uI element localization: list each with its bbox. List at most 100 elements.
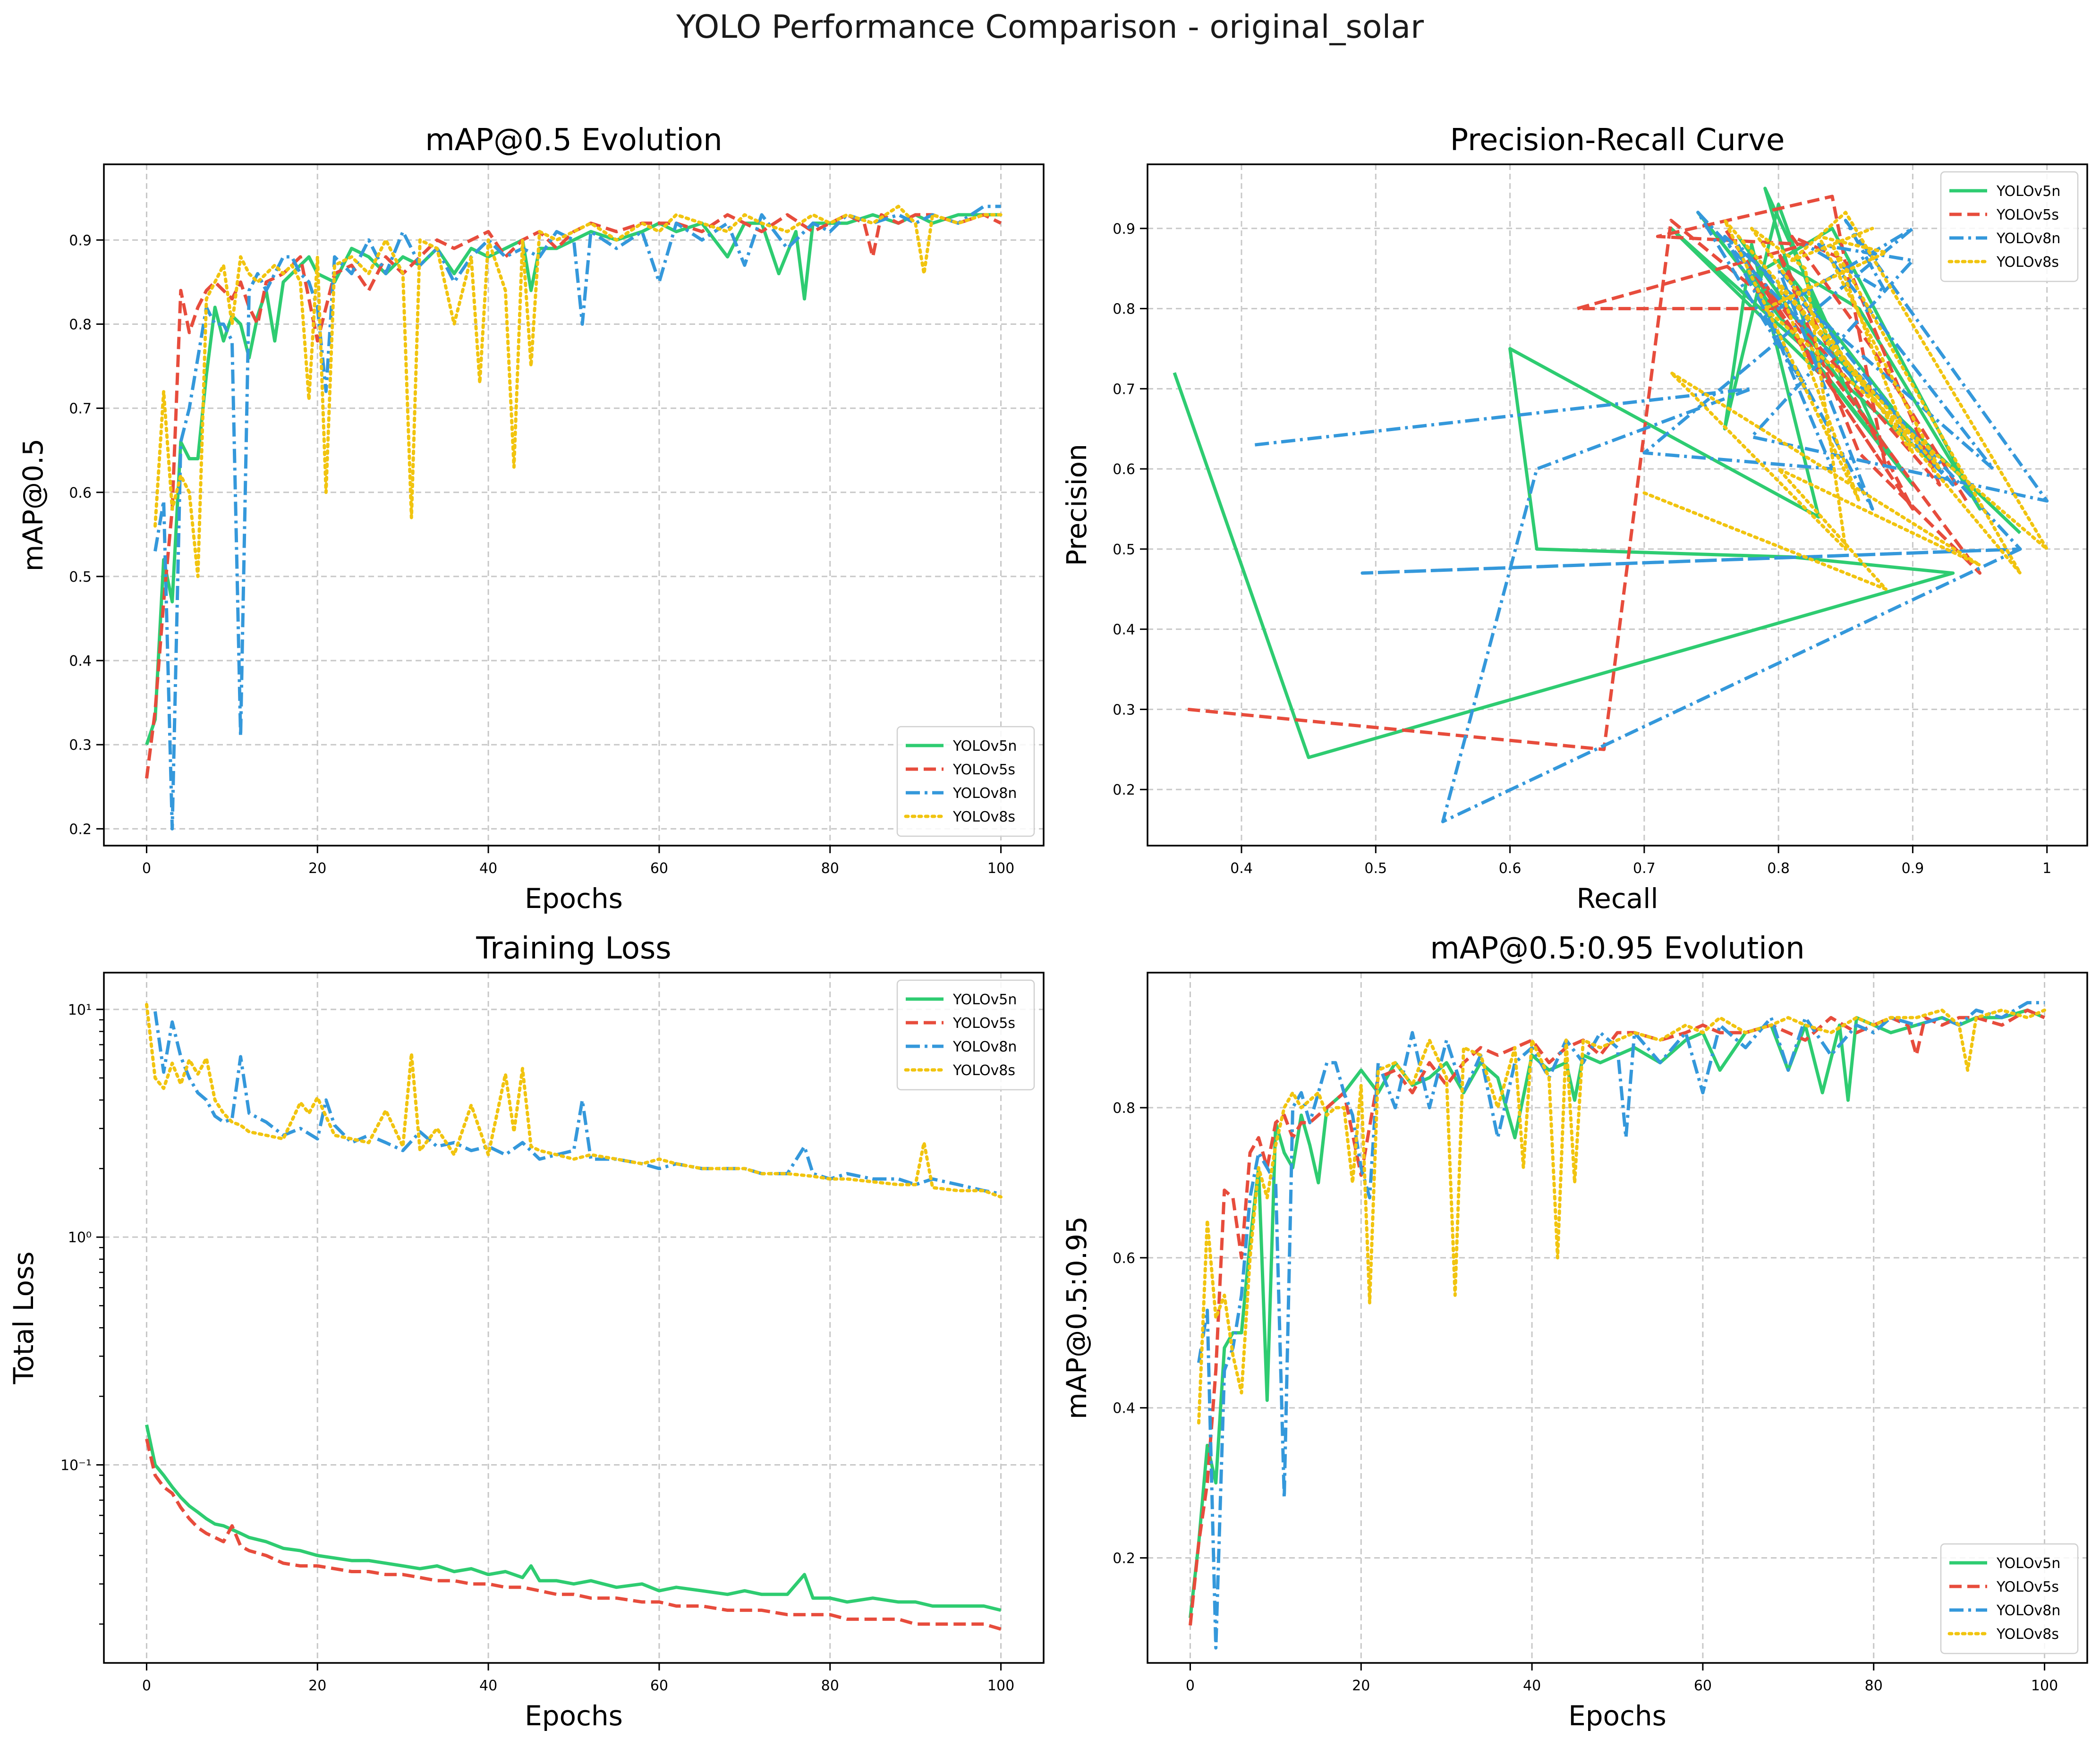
y-tick-label: 0.4	[1113, 622, 1135, 638]
y-tick-label: 0.2	[69, 821, 92, 838]
x-tick-label: 20	[1352, 1678, 1370, 1694]
figure-title: YOLO Performance Comparison - original_s…	[676, 8, 1424, 46]
y-axis-label: mAP@0.5	[17, 439, 49, 571]
x-tick-label: 100	[987, 1678, 1014, 1694]
legend-label-yolov8n: YOLOv8n	[1996, 1602, 2060, 1619]
series-line-yolov8s	[145, 1003, 1003, 1199]
series-line-yolov5n	[145, 213, 1001, 746]
series-line-yolov5s	[145, 1438, 1002, 1631]
chart-map-0-5-0-95-evolution: 0 20 40 60 80 100 0.2 0.4 0.6 0.8 mAP@0.5:0.95 Evo…	[1061, 931, 2088, 1732]
x-tick-label: 0.5	[1364, 860, 1387, 877]
x-tick-label: 60	[650, 860, 668, 877]
y-tick-label: 0.8	[1113, 301, 1135, 318]
legend-label-yolov5s: YOLOv5s	[1996, 207, 2059, 223]
y-tick-label: 0.8	[1113, 1100, 1135, 1117]
x-axis-label: Epochs	[525, 882, 623, 915]
x-tick-label: 80	[1865, 1678, 1883, 1694]
x-tick-label: 80	[821, 1678, 839, 1694]
chart-training-loss: 0 20 40 60 80 100 10⁻¹ 10⁰ 10¹ Training Loss Epoch…	[8, 931, 1045, 1732]
y-tick-label: 0.4	[69, 653, 92, 670]
legend: YOLOv5n YOLOv5s YOLOv8n YOLOv8s	[896, 979, 1035, 1091]
legend-label-yolov8s: YOLOv8s	[1996, 254, 2059, 271]
y-tick-label: 0.6	[69, 485, 92, 501]
y-tick-label: 10¹	[68, 1002, 92, 1018]
chart-precision-recall-curve: 0.4 0.5 0.6 0.7 0.8 0.9 1 0.2 0.3 0.4 0.5 0.6 0.7 0.8…	[1061, 123, 2088, 915]
series-line-yolov8n	[153, 1011, 1002, 1195]
axes-frame	[103, 972, 1045, 1664]
y-tick-label: 0.7	[69, 401, 92, 417]
y-tick-label: 10⁻¹	[60, 1458, 92, 1474]
y-axis-label: mAP@0.5:0.95	[1061, 1216, 1093, 1419]
x-tick-label: 0.9	[1902, 860, 1924, 877]
y-tick-label: 0.5	[1113, 542, 1135, 558]
y-tick-label: 0.6	[1113, 1250, 1135, 1267]
x-tick-label: 40	[479, 1678, 497, 1694]
series-line-yolov5s	[1187, 195, 1982, 751]
legend: YOLOv5n YOLOv5s YOLOv8n YOLOv8s	[1940, 1543, 2079, 1654]
legend: YOLOv5n YOLOv5s YOLOv8n YOLOv8s	[896, 726, 1035, 837]
y-tick-label: 0.2	[1113, 1551, 1135, 1567]
y-tick-label: 0.9	[1113, 221, 1135, 237]
legend-label-yolov8n: YOLOv8n	[1996, 230, 2060, 247]
x-tick-label: 0	[142, 860, 151, 877]
plot-area	[1148, 973, 2087, 1663]
x-tick-label: 1	[2042, 860, 2051, 877]
y-tick-label: 0.4	[1113, 1400, 1135, 1417]
series-lines	[1173, 187, 2049, 823]
y-axis-label: Total Loss	[8, 1251, 40, 1384]
x-axis-label: Epochs	[1568, 1700, 1666, 1732]
x-tick-label: 0	[142, 1678, 151, 1694]
x-axis-label: Recall	[1576, 882, 1658, 915]
legend-label-yolov5s: YOLOv5s	[952, 762, 1015, 778]
series-line-yolov5n	[145, 1424, 1002, 1612]
x-tick-label: 0.4	[1230, 860, 1253, 877]
y-tick-label: 0.3	[1113, 702, 1135, 718]
y-tick-label: 0.6	[1113, 461, 1135, 478]
x-tick-label: 60	[650, 1678, 668, 1694]
legend-label-yolov5s: YOLOv5s	[1996, 1579, 2059, 1595]
x-tick-label: 100	[987, 860, 1014, 877]
legend-label-yolov5n: YOLOv5n	[952, 992, 1017, 1008]
legend-label-yolov8s: YOLOv8s	[952, 1062, 1015, 1079]
legend-box	[896, 979, 1035, 1091]
chart-map-0-5-evolution: 0 20 40 60 80 100 0.2 0.3 0.4 0.5 0.6 0.7 0.8 0.9 mAP@…	[17, 123, 1045, 915]
y-axis-label: Precision	[1061, 444, 1093, 566]
chart-title: Training Loss	[476, 931, 671, 966]
x-tick-label: 0	[1186, 1678, 1195, 1694]
y-tick-label: 10⁰	[68, 1229, 92, 1246]
x-tick-label: 60	[1694, 1678, 1712, 1694]
axes-frame	[1147, 163, 2088, 847]
y-tick-label: 0.8	[69, 316, 92, 333]
x-tick-label: 0.7	[1633, 860, 1656, 877]
legend-label-yolov5n: YOLOv5n	[1996, 1555, 2060, 1572]
legend-label-yolov8n: YOLOv8n	[952, 1039, 1017, 1055]
series-line-yolov8s	[1197, 1009, 2046, 1424]
x-tick-label: 20	[308, 1678, 326, 1694]
y-tick-label: 0.5	[69, 569, 92, 585]
x-tick-label: 100	[2031, 1678, 2058, 1694]
legend-label-yolov5n: YOLOv5n	[1996, 183, 2060, 200]
legend: YOLOv5n YOLOv5s YOLOv8n YOLOv8s	[1940, 171, 2079, 282]
x-tick-label: 40	[479, 860, 497, 877]
legend-label-yolov8s: YOLOv8s	[952, 809, 1015, 825]
x-tick-label: 40	[1523, 1678, 1541, 1694]
chart-title: mAP@0.5:0.95 Evolution	[1430, 931, 1804, 966]
series-lines	[1189, 1001, 2046, 1650]
x-tick-label: 0.6	[1499, 860, 1522, 877]
x-tick-label: 80	[821, 860, 839, 877]
legend-label-yolov8s: YOLOv8s	[1996, 1626, 2059, 1643]
legend-box	[1940, 1543, 2079, 1654]
series-lines	[145, 1003, 1003, 1631]
series-line-yolov5s	[145, 213, 1002, 779]
series-lines	[145, 204, 1003, 831]
legend-label-yolov5n: YOLOv5n	[952, 738, 1017, 755]
series-line-yolov8s	[153, 204, 1003, 578]
chart-title: Precision-Recall Curve	[1450, 123, 1785, 158]
x-axis-label: Epochs	[525, 1700, 623, 1732]
series-line-yolov8n	[1255, 211, 2049, 823]
series-line-yolov8s	[1642, 211, 2049, 591]
x-tick-label: 0.8	[1767, 860, 1790, 877]
legend-box	[896, 726, 1035, 837]
